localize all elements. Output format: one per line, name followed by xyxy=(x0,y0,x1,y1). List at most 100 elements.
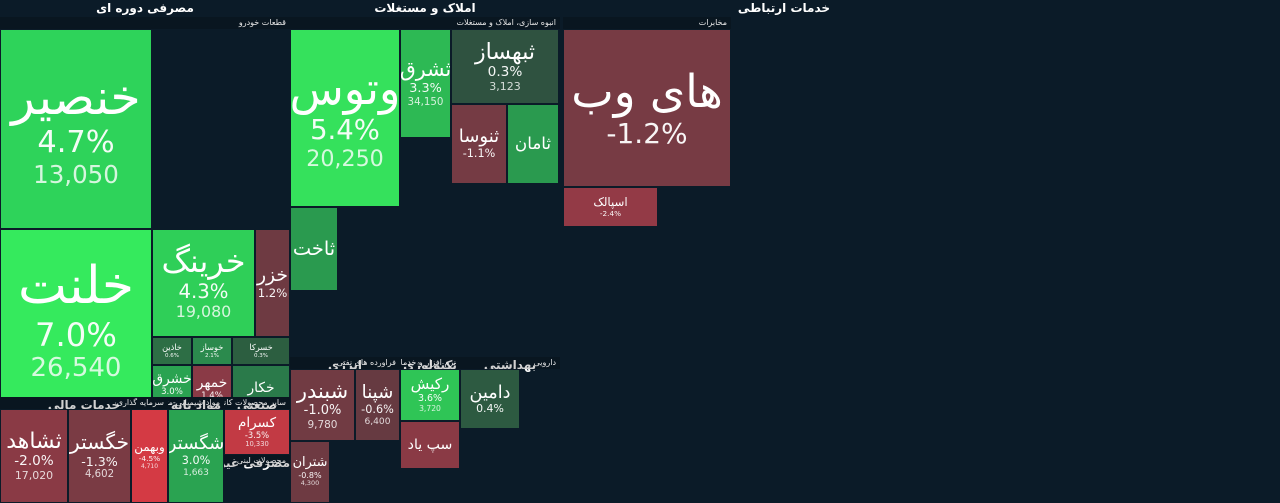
stock-change: -1.0% xyxy=(303,402,342,418)
stock-change: -1.3% xyxy=(81,453,118,469)
stock-price: 10,330 xyxy=(245,439,269,448)
stock-tile[interactable]: ثامان xyxy=(507,104,559,184)
stock-tile[interactable]: خگستر -1.3% 4,602 xyxy=(68,409,131,503)
stock-change: -0.6% xyxy=(361,402,394,416)
stock-symbol: وبهمن xyxy=(134,440,165,455)
sector-title: خدمات ارتباطی xyxy=(737,1,831,15)
stock-price: 26,540 xyxy=(30,352,122,383)
stock-symbol: خزر xyxy=(256,265,289,287)
stock-change: 0.3% xyxy=(254,352,268,359)
stock-change: 0.4% xyxy=(476,401,504,415)
stock-price: 6,400 xyxy=(364,416,391,427)
stock-symbol: ثبهساز xyxy=(475,39,535,65)
stock-symbol: خوساز xyxy=(200,342,224,353)
industry-block: سرمایه گذاری ثشاهد -2.0% 17,020 خگستر -1.3% 4,… xyxy=(0,397,168,503)
stock-price: 17,020 xyxy=(14,469,54,483)
stock-change: 1.4% xyxy=(201,390,223,401)
stock-symbol: ثشرق xyxy=(400,57,451,82)
stock-symbol: خسرکا xyxy=(249,342,273,353)
stock-symbol: شبندر xyxy=(296,379,349,404)
stock-tile[interactable]: اسپالک -2.4% xyxy=(563,187,658,227)
stock-price: 19,080 xyxy=(175,302,232,322)
stock-tile[interactable]: شبندر -1.0% 9,780 xyxy=(290,369,355,441)
stock-tile[interactable]: خنصیر 4.7% 13,050 xyxy=(0,29,152,229)
sector-title: مصرفی دوره ای xyxy=(96,1,194,15)
stock-price: 34,150 xyxy=(407,95,444,108)
stock-change: -1.1% xyxy=(462,146,496,160)
industry-title: مخابرات xyxy=(563,17,731,29)
stock-tile[interactable]: شپنا -0.6% 6,400 xyxy=(355,369,400,441)
industry-title: فراورده های نفتی xyxy=(290,357,400,369)
industry-title: دارویی xyxy=(460,357,560,369)
stock-symbol: خرینگ xyxy=(161,244,246,281)
stock-tile[interactable]: خلنت 7.0% 26,540 xyxy=(0,229,152,412)
industry-block: سایر محصولات کانی غیرفلزیکسرام-3.5%10,33… xyxy=(224,397,290,455)
stock-symbol: های وب xyxy=(571,64,723,118)
sector-title: تکنولوژی xyxy=(403,358,457,372)
stock-tile[interactable]: وتوس 5.4% 20,250 xyxy=(290,29,400,207)
stock-tile[interactable]: شتران -0.8% 4,300 xyxy=(290,441,330,503)
stock-price: 1,663 xyxy=(183,467,209,478)
stock-symbol: خمهر xyxy=(196,374,228,391)
stock-price: 3,720 xyxy=(419,403,441,413)
stock-symbol: خشرق xyxy=(152,370,192,387)
stock-change: 0.6% xyxy=(165,352,179,359)
industry-block: انبوه سازی، املاک و مستغلات وتوس 5.4% 20,25… xyxy=(290,17,560,357)
sector-title: صنعتی xyxy=(236,398,278,412)
industry-block: محصولات لبنی xyxy=(224,455,290,503)
stock-tile[interactable]: ثشرق 3.3% 34,150 xyxy=(400,29,451,138)
stock-symbol: خاذین xyxy=(162,342,182,353)
stock-tile[interactable]: خرینگ 4.3% 19,080 xyxy=(152,229,255,337)
stock-change: 2.1% xyxy=(205,352,219,359)
stock-symbol: شپنا xyxy=(361,381,394,403)
industry-title: سایر محصولات کانی غیرفلزی xyxy=(224,397,290,409)
stock-tile[interactable]: ثاخت xyxy=(290,207,338,291)
stock-change: 1.2% xyxy=(257,286,288,301)
sector-title: انرژی xyxy=(328,358,362,372)
stock-tile[interactable]: رکیش 3.6% 3,720 xyxy=(400,369,460,421)
stock-tile[interactable]: ثبهساز 0.3% 3,123 xyxy=(451,29,559,104)
stock-symbol: رکیش xyxy=(410,375,450,394)
stock-tile[interactable]: های وب -1.2% xyxy=(563,29,731,187)
stock-tile[interactable]: خزر 1.2% xyxy=(255,229,290,337)
stock-tile[interactable]: سپ یاد xyxy=(400,421,460,469)
stock-change: -2.0% xyxy=(14,453,54,470)
stock-tile[interactable]: خاذین 0.6% xyxy=(152,337,192,365)
stock-symbol: اسپالک xyxy=(593,195,628,210)
stock-symbol: ثاخت xyxy=(292,236,336,260)
stock-tile[interactable]: شگستر 3.0% 1,663 xyxy=(168,409,224,503)
stock-tile[interactable]: خسرکا 0.3% xyxy=(232,337,290,365)
stock-change: 3.0% xyxy=(161,386,183,397)
stock-tile[interactable]: وبهمن -4.5% 4,710 xyxy=(131,409,168,503)
sector-title: مصرفی غیردوره ای xyxy=(224,456,290,470)
stock-symbol: شتران xyxy=(292,455,328,471)
stock-symbol: خگستر xyxy=(69,430,130,455)
stock-change: 5.4% xyxy=(310,113,380,146)
industry-block: مخابرات های وب -1.2% اسپالک -2.4% xyxy=(563,17,731,292)
stock-change: -0.8% xyxy=(298,471,322,481)
stock-change: 3.3% xyxy=(409,81,442,97)
stock-symbol: خکار xyxy=(247,379,275,396)
stock-symbol: ثشاهد xyxy=(6,429,62,455)
industry-title: سرمایه گذاری xyxy=(0,397,168,409)
stock-tile[interactable]: ثشاهد -2.0% 17,020 xyxy=(0,409,68,503)
stock-change: 4.3% xyxy=(178,279,229,303)
industry-block: قطعات خودرو خنصیر 4.7% 13,050 خلنت 7.0% 26,540… xyxy=(0,17,290,412)
stock-tile[interactable]: خوساز 2.1% xyxy=(192,337,232,365)
stock-change: 3.6% xyxy=(417,392,443,404)
stock-change: -1.2% xyxy=(606,116,688,150)
sector-block: مصرفی غیردوره ای xyxy=(224,455,290,503)
sector-title: خدمات مالی xyxy=(47,398,121,412)
industry-title: انبوه سازی، املاک و مستغلات xyxy=(290,17,560,29)
stock-tile[interactable]: ثنوسا -1.1% xyxy=(451,104,507,184)
stock-tile[interactable]: کسرام -3.5% 10,330 xyxy=(224,409,290,455)
stock-symbol: خلنت xyxy=(17,256,135,317)
stock-price: 3,123 xyxy=(489,79,521,93)
stock-symbol: ثامان xyxy=(514,133,552,154)
industry-block: فراورده های نفتی شبندر -1.0% 9,780 شپنا -0.6%… xyxy=(290,357,400,503)
stock-price: 9,780 xyxy=(307,418,338,431)
stock-change: 0.3% xyxy=(487,63,523,80)
stock-tile[interactable]: دامین 0.4% xyxy=(460,369,520,429)
stock-symbol: کسرام xyxy=(237,414,277,431)
